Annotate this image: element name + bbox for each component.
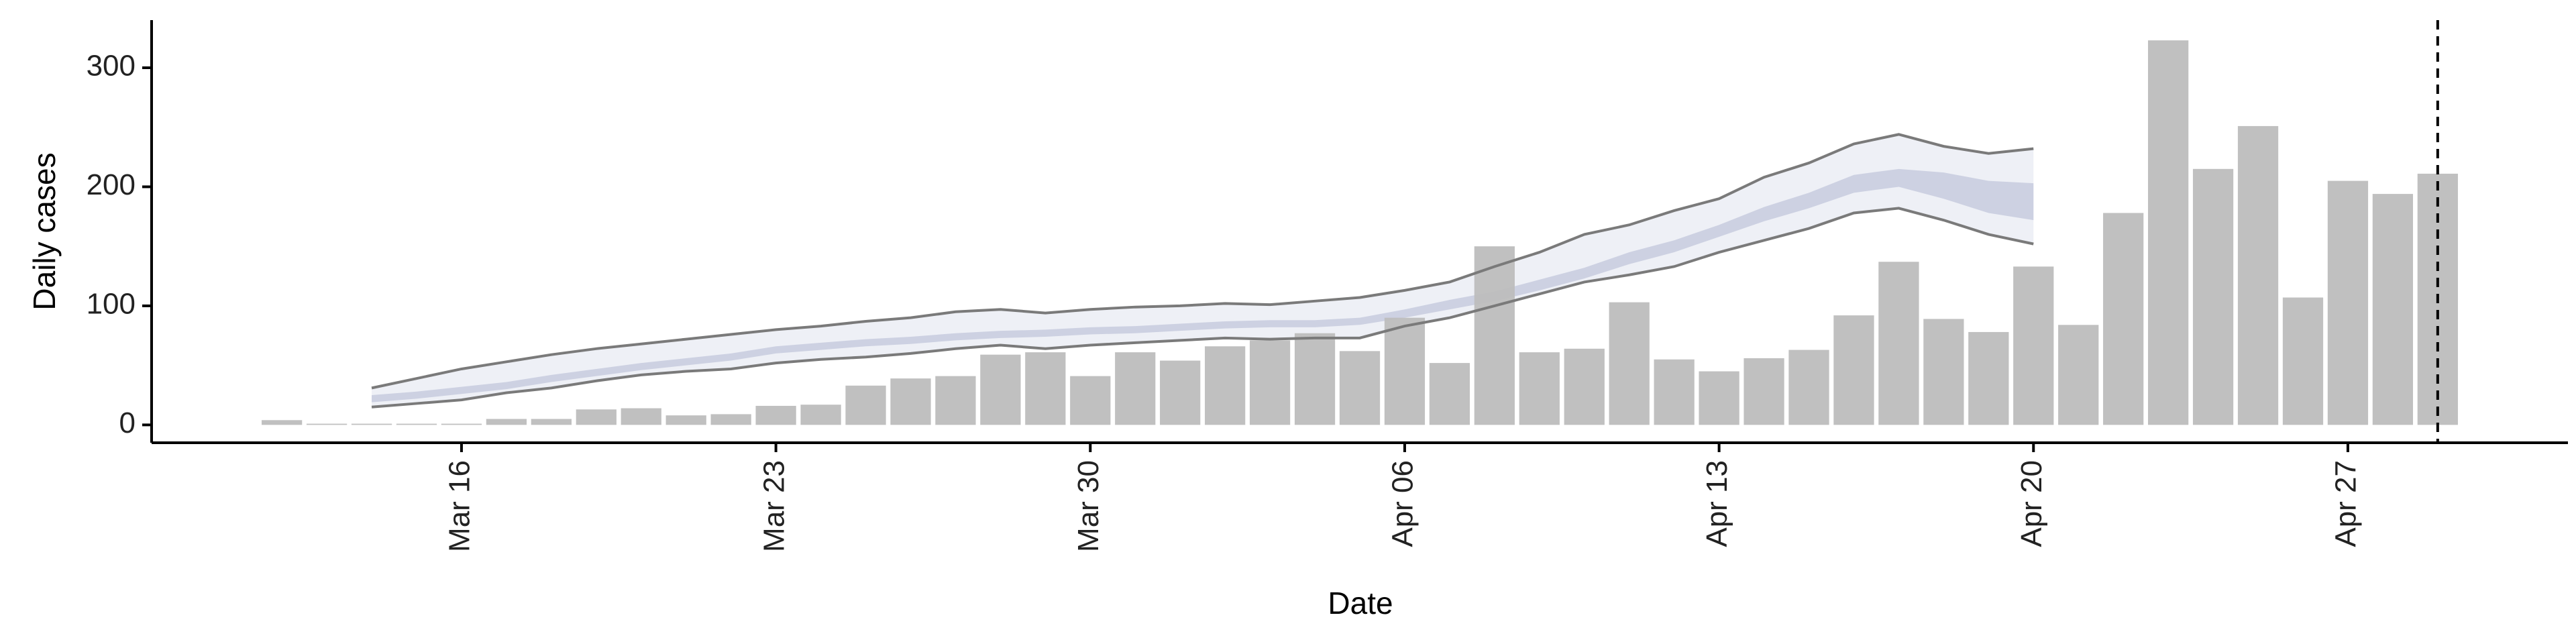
bar bbox=[1205, 346, 1246, 425]
bar bbox=[2327, 180, 2369, 425]
band-edge bbox=[371, 207, 2034, 409]
bar bbox=[665, 415, 706, 425]
bar bbox=[1384, 317, 1426, 425]
bar bbox=[531, 419, 572, 425]
x-tick-label: Apr 13 bbox=[1701, 460, 1733, 547]
y-tick-label: 100 bbox=[87, 288, 136, 321]
bar bbox=[396, 423, 437, 425]
band bbox=[372, 168, 2034, 402]
bar bbox=[576, 409, 616, 425]
bar bbox=[1833, 315, 1874, 425]
bar bbox=[2013, 266, 2054, 425]
x-tick-label: Apr 27 bbox=[2330, 460, 2363, 547]
bar bbox=[621, 408, 661, 425]
bar bbox=[1878, 262, 1919, 425]
bar bbox=[755, 405, 796, 425]
bar bbox=[800, 405, 841, 425]
bar bbox=[1564, 348, 1605, 425]
y-tick-label: 0 bbox=[119, 407, 136, 439]
bar bbox=[2192, 168, 2234, 425]
bar bbox=[1923, 319, 1964, 425]
bar bbox=[1429, 363, 1470, 425]
bar bbox=[1654, 359, 1695, 425]
bar bbox=[1743, 358, 1784, 425]
x-axis-label: Date bbox=[1328, 586, 1393, 621]
bar bbox=[935, 376, 976, 425]
bar bbox=[1294, 333, 1336, 425]
bar bbox=[1699, 371, 1739, 425]
x-tick-label: Mar 23 bbox=[757, 460, 790, 552]
bar bbox=[441, 423, 482, 425]
bar bbox=[2237, 125, 2279, 425]
y-tick-label: 300 bbox=[87, 50, 136, 83]
bar bbox=[980, 354, 1021, 425]
y-axis-label: Daily cases bbox=[27, 152, 62, 310]
bar bbox=[1519, 352, 1560, 425]
bar bbox=[2148, 40, 2189, 425]
x-tick-label: Apr 06 bbox=[1387, 460, 1419, 547]
bar bbox=[1474, 246, 1515, 425]
bar bbox=[2103, 213, 2144, 425]
bar bbox=[890, 378, 931, 425]
y-tick-label: 200 bbox=[87, 168, 136, 201]
bar bbox=[1788, 350, 1829, 425]
bar bbox=[2282, 297, 2324, 425]
band-edge bbox=[371, 133, 2034, 390]
bar bbox=[1249, 340, 1291, 425]
bar bbox=[845, 385, 886, 425]
bar bbox=[710, 414, 751, 425]
bar bbox=[486, 419, 527, 425]
bar bbox=[1609, 302, 1650, 425]
bar bbox=[1160, 360, 1201, 425]
bar bbox=[1115, 352, 1156, 425]
bar bbox=[2058, 325, 2099, 425]
bar bbox=[351, 423, 392, 425]
bar bbox=[1070, 376, 1111, 425]
bar bbox=[262, 420, 303, 425]
bar bbox=[1025, 352, 1066, 425]
bar bbox=[2372, 194, 2414, 425]
bar bbox=[1339, 351, 1381, 425]
bar bbox=[306, 423, 347, 425]
bar bbox=[1968, 331, 2009, 425]
band bbox=[372, 134, 2034, 407]
x-tick-label: Mar 16 bbox=[443, 460, 476, 552]
x-tick-label: Mar 30 bbox=[1072, 460, 1105, 552]
x-tick-label: Apr 20 bbox=[2015, 460, 2048, 547]
